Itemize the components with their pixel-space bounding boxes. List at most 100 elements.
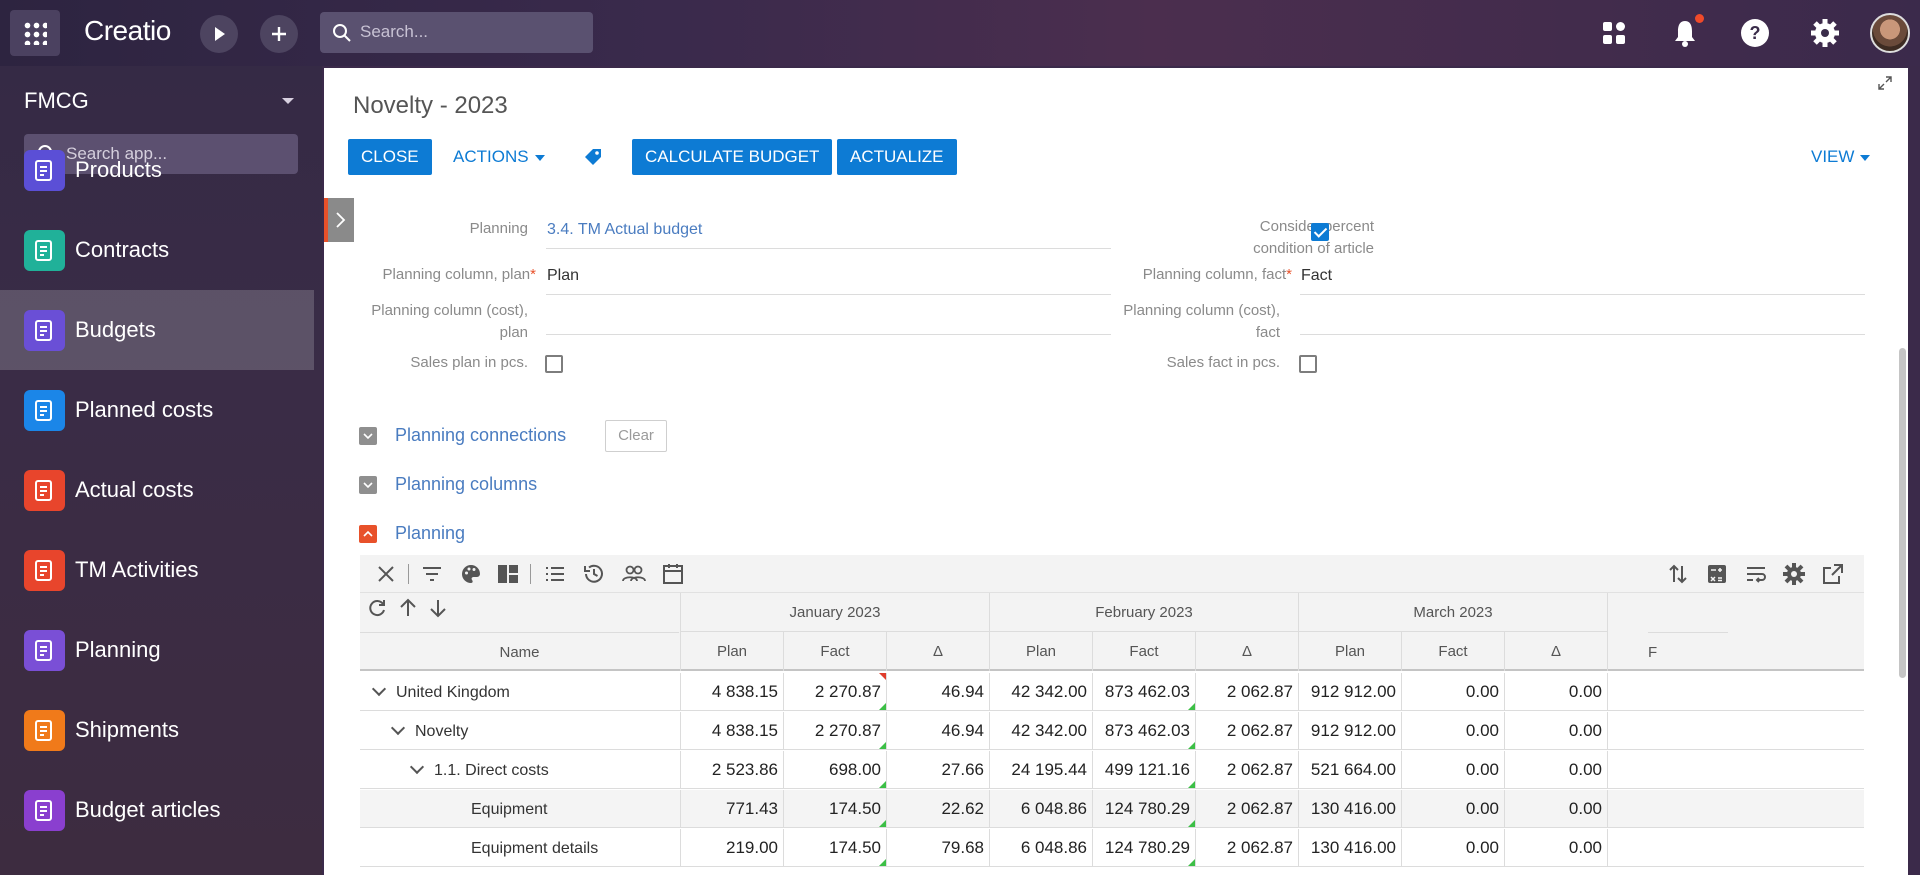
app-search-input[interactable] (66, 142, 286, 166)
value-cell[interactable]: 2 062.87 (1195, 673, 1298, 711)
sidebar-item-budget-articles[interactable]: Budget articles (0, 770, 314, 850)
open-external-icon[interactable] (1821, 562, 1845, 586)
sidebar-item-contracts[interactable]: Contracts (0, 210, 314, 290)
name-column-header[interactable]: Name (360, 632, 679, 671)
calendar-icon[interactable] (661, 562, 685, 586)
value-cell[interactable]: 521 664.00 (1298, 751, 1401, 789)
arrow-up-icon[interactable] (397, 597, 419, 619)
value-cell[interactable]: 0.00 (1401, 673, 1504, 711)
chevron-down-icon[interactable] (282, 98, 294, 104)
column-header[interactable]: Δ (1504, 632, 1607, 671)
clear-button[interactable]: Clear (605, 420, 667, 452)
global-search[interactable] (320, 12, 593, 53)
value-cell[interactable]: 130 416.00 (1298, 790, 1401, 828)
value-cell[interactable]: 2 270.87 (783, 673, 886, 711)
value-cell[interactable]: 0.00 (1504, 712, 1607, 750)
actions-button[interactable]: ACTIONS (453, 139, 545, 175)
sales-fact-checkbox[interactable] (1299, 355, 1317, 373)
value-cell[interactable]: 46.94 (886, 712, 989, 750)
expand-icon[interactable] (1878, 76, 1892, 90)
value-cell[interactable]: 124 780.29 (1092, 790, 1195, 828)
value-cell[interactable]: 22.62 (886, 790, 989, 828)
sidebar-item-budgets[interactable]: Budgets (0, 290, 314, 370)
sales-plan-checkbox[interactable] (545, 355, 563, 373)
sidebar-item-planned-costs[interactable]: Planned costs (0, 370, 314, 450)
gear-icon[interactable] (1809, 17, 1841, 49)
value-cell[interactable]: 0.00 (1504, 790, 1607, 828)
value-cell[interactable]: 499 121.16 (1092, 751, 1195, 789)
table-row[interactable]: Equipment 771.43 174.50 22.62 6 048.86 124 78… (360, 790, 1864, 828)
consider-percent-checkbox[interactable] (1311, 223, 1329, 241)
planning-connections-toggle[interactable] (359, 427, 377, 445)
filter-icon[interactable] (420, 562, 444, 586)
close-button[interactable]: CLOSE (348, 139, 432, 175)
sidebar-item-actual-costs[interactable]: Actual costs (0, 450, 314, 530)
planning-columns-title[interactable]: Planning columns (395, 474, 538, 494)
column-header[interactable]: Plan (989, 632, 1092, 671)
value-cell[interactable]: 873 462.03 (1092, 712, 1195, 750)
value-cell[interactable]: 219.00 (680, 829, 783, 867)
planning-connections-title[interactable]: Planning connections (395, 425, 567, 445)
sidebar-item-products[interactable]: Products (0, 130, 314, 210)
planning-columns-toggle[interactable] (359, 476, 377, 494)
tag-icon[interactable] (584, 147, 604, 167)
scrollbar[interactable] (1899, 348, 1906, 678)
global-search-input[interactable] (360, 20, 580, 44)
list-icon[interactable] (543, 562, 567, 586)
refresh-icon[interactable] (366, 597, 388, 619)
value-cell[interactable]: 0.00 (1401, 712, 1504, 750)
user-avatar[interactable] (1870, 13, 1910, 53)
workspace-name[interactable]: FMCG (24, 88, 89, 113)
sidebar-item-tm-activities[interactable]: TM Activities (0, 530, 314, 610)
table-row[interactable]: 1.1. Direct costs 2 523.86 698.00 27.66 24 1… (360, 751, 1864, 789)
column-header[interactable]: F (1648, 632, 1728, 671)
value-cell[interactable]: 79.68 (886, 829, 989, 867)
settings-icon[interactable] (1782, 562, 1806, 586)
column-header[interactable]: Fact (1092, 632, 1195, 671)
value-cell[interactable]: 130 416.00 (1298, 829, 1401, 867)
apps-menu-button[interactable] (10, 10, 60, 56)
value-cell[interactable]: 0.00 (1401, 829, 1504, 867)
value-cell[interactable]: 2 062.87 (1195, 712, 1298, 750)
users-icon[interactable] (622, 562, 646, 586)
value-cell[interactable]: 0.00 (1504, 673, 1607, 711)
add-button[interactable] (260, 15, 298, 53)
column-header[interactable]: Fact (783, 632, 886, 671)
column-header[interactable]: Plan (1298, 632, 1401, 671)
value-cell[interactable]: 771.43 (680, 790, 783, 828)
column-header[interactable]: Δ (1195, 632, 1298, 671)
calculator-icon[interactable] (1705, 562, 1729, 586)
value-cell[interactable]: 2 062.87 (1195, 751, 1298, 789)
value-cell[interactable]: 912 912.00 (1298, 712, 1401, 750)
view-button[interactable]: VIEW (1811, 139, 1871, 175)
chevron-down-icon[interactable] (409, 759, 425, 775)
cost-fact-field[interactable] (1300, 334, 1865, 335)
value-cell[interactable]: 4 838.15 (680, 673, 783, 711)
run-process-button[interactable] (200, 15, 238, 53)
planning-group-toggle[interactable] (359, 525, 377, 543)
value-cell[interactable]: 174.50 (783, 829, 886, 867)
wrap-text-icon[interactable] (1744, 562, 1768, 586)
side-panel-toggle[interactable] (324, 198, 354, 242)
sidebar-item-shipments[interactable]: Shipments (0, 690, 314, 770)
palette-icon[interactable] (459, 562, 483, 586)
dashboard-icon[interactable] (1598, 17, 1630, 49)
cost-plan-field[interactable] (546, 334, 1111, 335)
help-icon[interactable]: ? (1739, 17, 1771, 49)
table-row[interactable]: Novelty 4 838.15 2 270.87 46.94 42 342.00 873… (360, 712, 1864, 750)
actualize-button[interactable]: ACTUALIZE (837, 139, 957, 175)
app-search[interactable] (24, 134, 298, 174)
bell-icon[interactable] (1669, 17, 1701, 49)
value-cell[interactable]: 0.00 (1401, 751, 1504, 789)
plan-column-value[interactable]: Plan (547, 267, 580, 284)
layout-icon[interactable] (496, 562, 520, 586)
value-cell[interactable]: 0.00 (1504, 829, 1607, 867)
value-cell[interactable]: 27.66 (886, 751, 989, 789)
chevron-down-icon[interactable] (371, 681, 387, 697)
arrow-down-icon[interactable] (427, 597, 449, 619)
value-cell[interactable]: 2 062.87 (1195, 829, 1298, 867)
value-cell[interactable]: 42 342.00 (989, 712, 1092, 750)
value-cell[interactable]: 6 048.86 (989, 829, 1092, 867)
value-cell[interactable]: 46.94 (886, 673, 989, 711)
value-cell[interactable]: 4 838.15 (680, 712, 783, 750)
